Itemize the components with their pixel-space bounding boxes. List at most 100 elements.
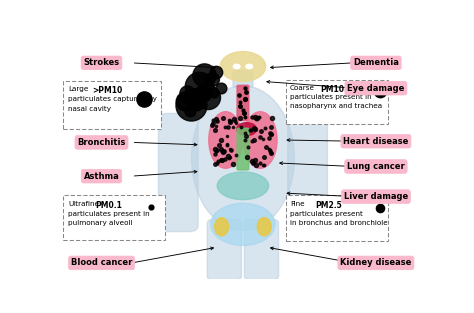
Point [242, 131, 249, 136]
Point [219, 149, 226, 154]
Point [226, 146, 234, 151]
Bar [63, 195, 165, 240]
Circle shape [233, 64, 240, 69]
Point [213, 69, 220, 74]
Point [376, 205, 384, 210]
Point [212, 148, 219, 153]
Point [267, 150, 274, 155]
Point [217, 147, 225, 152]
Point [226, 154, 233, 159]
Text: Dementia: Dementia [353, 58, 399, 67]
Point [211, 151, 219, 156]
Point [183, 90, 191, 95]
Point [232, 120, 239, 125]
Point [244, 145, 251, 150]
Text: Bronchitis: Bronchitis [77, 138, 126, 147]
Point [181, 98, 189, 103]
Point [219, 149, 227, 154]
Point [252, 162, 259, 167]
Point [248, 115, 256, 120]
Point [210, 120, 217, 125]
Point [260, 136, 267, 141]
Text: particulates present: particulates present [290, 211, 363, 217]
Point [147, 204, 155, 209]
Point [269, 116, 276, 121]
Point [261, 125, 268, 130]
Point [247, 128, 255, 133]
Bar [63, 81, 161, 129]
Point [208, 122, 216, 127]
Point [251, 127, 259, 132]
Point [213, 117, 220, 122]
Point [217, 138, 225, 143]
Point [223, 142, 230, 147]
Text: PM0.1: PM0.1 [95, 201, 122, 210]
Point [239, 107, 246, 112]
Point [221, 124, 229, 129]
Point [236, 100, 244, 105]
Point [236, 115, 243, 120]
Text: nasal cavity: nasal cavity [68, 106, 111, 112]
Text: Heart disease: Heart disease [343, 137, 409, 146]
Ellipse shape [215, 218, 228, 236]
Circle shape [220, 52, 266, 81]
Point [244, 155, 251, 160]
Point [241, 86, 249, 91]
Point [191, 96, 198, 101]
Point [186, 109, 193, 114]
Point [252, 116, 260, 121]
Text: PM10: PM10 [320, 85, 344, 94]
Point [265, 147, 273, 152]
Point [201, 72, 208, 77]
Point [226, 117, 233, 122]
Point [228, 147, 235, 152]
Text: Coarse: Coarse [290, 85, 315, 91]
Point [213, 119, 221, 124]
Point [211, 146, 219, 151]
Ellipse shape [191, 86, 294, 230]
Point [242, 114, 249, 119]
Point [229, 162, 237, 167]
Text: particulates present in: particulates present in [290, 94, 372, 100]
Point [199, 90, 206, 95]
Point [250, 137, 258, 142]
Text: Large: Large [68, 86, 89, 92]
Point [221, 157, 228, 162]
Point [259, 162, 266, 167]
Ellipse shape [217, 172, 269, 200]
Point [242, 89, 249, 94]
Point [266, 148, 273, 153]
Point [223, 142, 231, 147]
Point [266, 130, 273, 135]
Point [256, 160, 264, 165]
Point [232, 152, 240, 157]
Point [193, 101, 201, 106]
FancyBboxPatch shape [237, 85, 249, 121]
Point [204, 94, 212, 99]
Point [223, 134, 231, 139]
Point [211, 128, 219, 133]
Point [235, 93, 242, 98]
Point [208, 76, 216, 81]
Point [188, 103, 195, 108]
Text: Lung cancer: Lung cancer [347, 162, 405, 171]
Point [249, 161, 257, 166]
Point [212, 123, 219, 128]
Text: Liver damage: Liver damage [344, 192, 408, 201]
Point [140, 96, 147, 101]
Point [246, 127, 254, 132]
Point [251, 126, 258, 131]
Point [254, 115, 261, 120]
Point [217, 86, 225, 91]
Text: PM2.5: PM2.5 [316, 201, 342, 210]
Point [209, 118, 217, 123]
Point [227, 119, 234, 124]
FancyBboxPatch shape [237, 128, 249, 170]
Point [267, 131, 275, 136]
Point [267, 131, 275, 136]
Point [257, 129, 264, 134]
Text: particulates present in: particulates present in [68, 211, 150, 217]
Text: nasopharynx and trachea: nasopharynx and trachea [290, 103, 382, 109]
Text: Asthma: Asthma [83, 172, 119, 181]
Text: pulmonary alveoli: pulmonary alveoli [68, 220, 133, 227]
